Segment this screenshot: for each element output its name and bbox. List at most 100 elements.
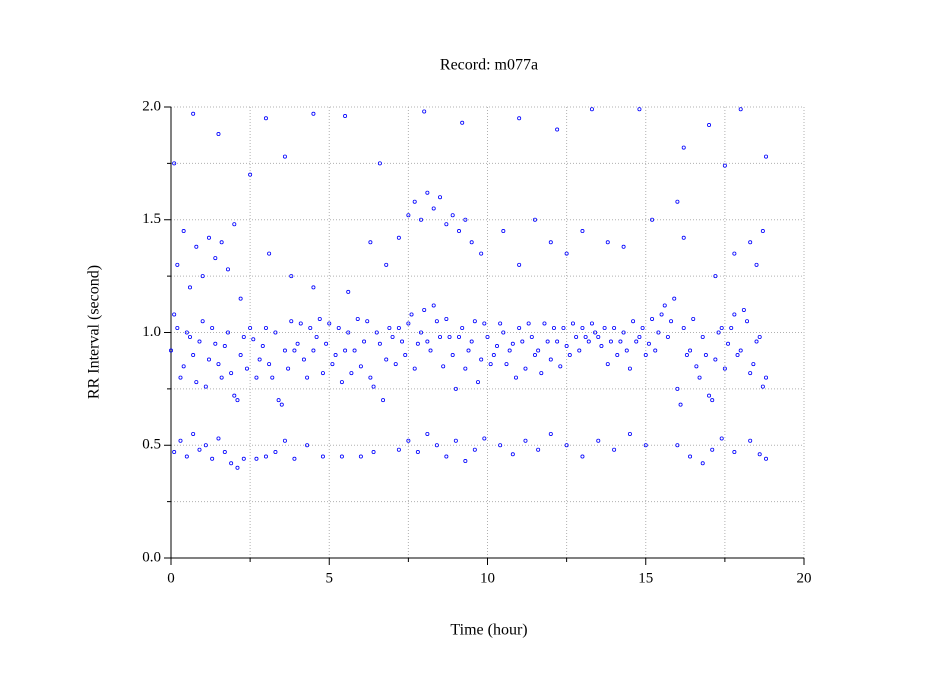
point xyxy=(273,450,278,455)
point xyxy=(662,303,667,308)
point xyxy=(653,348,658,353)
point xyxy=(355,316,360,321)
point xyxy=(311,348,316,353)
point xyxy=(479,251,484,256)
point xyxy=(634,339,639,344)
point xyxy=(741,307,746,312)
point xyxy=(517,325,522,330)
point xyxy=(377,341,382,346)
point xyxy=(479,357,484,362)
y-tick-label: 1.0 xyxy=(142,324,161,340)
point xyxy=(320,371,325,376)
point xyxy=(602,325,607,330)
point xyxy=(574,335,579,340)
point xyxy=(368,375,373,380)
point xyxy=(184,330,189,335)
point xyxy=(735,353,740,358)
point xyxy=(457,335,462,340)
point xyxy=(561,325,566,330)
x-axis-label: Time (hour) xyxy=(450,622,527,639)
point xyxy=(191,353,196,358)
point xyxy=(748,438,753,443)
y-tick-label: 0.5 xyxy=(142,437,161,453)
point xyxy=(273,330,278,335)
point xyxy=(520,339,525,344)
point xyxy=(425,339,430,344)
point xyxy=(175,262,180,267)
point xyxy=(551,325,556,330)
point xyxy=(669,319,674,324)
point xyxy=(343,114,348,119)
point xyxy=(716,330,721,335)
x-tick-label: 10 xyxy=(480,570,495,586)
point xyxy=(510,341,515,346)
point xyxy=(469,339,474,344)
point xyxy=(225,330,230,335)
point xyxy=(248,325,253,330)
point xyxy=(305,375,310,380)
point xyxy=(194,244,199,249)
point xyxy=(615,353,620,358)
point xyxy=(482,436,487,441)
point xyxy=(466,348,471,353)
point xyxy=(722,163,727,168)
point xyxy=(200,274,205,279)
point xyxy=(536,447,541,452)
point xyxy=(295,341,300,346)
point xyxy=(450,353,455,358)
point xyxy=(510,452,515,457)
x-tick-label: 0 xyxy=(167,570,175,586)
point xyxy=(517,262,522,267)
point xyxy=(178,438,183,443)
point xyxy=(172,312,177,317)
point xyxy=(339,380,344,385)
point xyxy=(263,325,268,330)
point xyxy=(748,240,753,245)
point xyxy=(374,330,379,335)
point xyxy=(210,325,215,330)
point xyxy=(757,335,762,340)
point xyxy=(232,222,237,227)
point xyxy=(324,341,329,346)
point xyxy=(700,335,705,340)
point xyxy=(396,325,401,330)
point xyxy=(444,454,449,459)
point xyxy=(501,330,506,335)
point xyxy=(580,325,585,330)
point xyxy=(244,366,249,371)
point xyxy=(548,357,553,362)
point xyxy=(415,450,420,455)
point xyxy=(457,229,462,234)
point xyxy=(431,206,436,211)
point xyxy=(358,364,363,369)
point xyxy=(390,335,395,340)
point xyxy=(513,375,518,380)
point xyxy=(311,111,316,116)
point xyxy=(684,353,689,358)
point xyxy=(722,366,727,371)
point xyxy=(206,235,211,240)
x-tick-label: 20 xyxy=(797,570,812,586)
point xyxy=(371,450,376,455)
point xyxy=(371,384,376,389)
point xyxy=(504,362,509,367)
point xyxy=(406,321,411,326)
point xyxy=(422,109,427,114)
point xyxy=(263,454,268,459)
point xyxy=(387,325,392,330)
point xyxy=(178,375,183,380)
point xyxy=(539,371,544,376)
point xyxy=(200,319,205,324)
point xyxy=(213,256,218,261)
point xyxy=(184,454,189,459)
point xyxy=(570,321,575,326)
point xyxy=(384,262,389,267)
point xyxy=(675,386,680,391)
point xyxy=(400,339,405,344)
point xyxy=(764,154,769,159)
point xyxy=(396,447,401,452)
point xyxy=(438,195,443,200)
point xyxy=(643,353,648,358)
point xyxy=(229,461,234,466)
point xyxy=(627,366,632,371)
